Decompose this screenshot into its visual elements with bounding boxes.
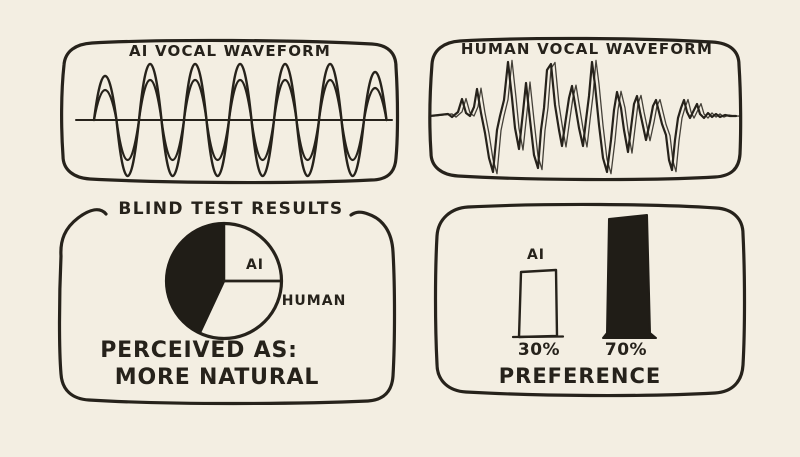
panel-preference: AI 30% 70% PREFERENCE — [426, 198, 754, 406]
panel-border — [57, 208, 397, 406]
bar-human-filled — [602, 214, 657, 339]
sine-wave-outer — [92, 63, 388, 177]
bar-label-ai: AI — [526, 247, 546, 263]
bar-value-human: 70% — [604, 340, 648, 360]
pie-label-ai: AI — [245, 257, 265, 273]
pie-label-human: HUMAN — [281, 293, 347, 309]
bar-chart — [511, 214, 657, 339]
caption-preference: PREFERENCE — [498, 364, 662, 388]
panel-title: HUMAN VOCAL WAVEFORM — [460, 40, 714, 58]
pie-slice-black — [165, 222, 226, 335]
irregular-wave-stroke-2 — [433, 59, 741, 175]
panel-blind-test: BLIND TEST RESULTS AI HUMAN PERCEIVED AS… — [50, 198, 402, 410]
bar-value-ai: 30% — [517, 340, 561, 360]
panel-border — [60, 38, 400, 185]
pie-chart — [164, 221, 284, 341]
ai-waveform-graphic — [60, 38, 400, 185]
panel-ai-waveform: AI VOCAL WAVEFORM — [54, 34, 406, 190]
sine-wave-inner — [92, 79, 388, 161]
human-waveform-graphic — [428, 36, 743, 182]
panel-border — [433, 202, 747, 398]
caption-more-natural: MORE NATURAL — [114, 365, 320, 390]
panel-title: BLIND TEST RESULTS — [118, 199, 344, 219]
panel-title: AI VOCAL WAVEFORM — [128, 42, 332, 60]
irregular-wave-stroke-1 — [428, 60, 738, 174]
bar-ai-outline — [517, 268, 559, 339]
panel-human-waveform: HUMAN VOCAL WAVEFORM — [420, 32, 754, 188]
preference-graphic — [433, 202, 747, 398]
bar-ai-baseline — [511, 335, 565, 339]
caption-perceived-as: PERCEIVED AS: — [100, 338, 298, 363]
blind-test-graphic — [57, 208, 397, 406]
